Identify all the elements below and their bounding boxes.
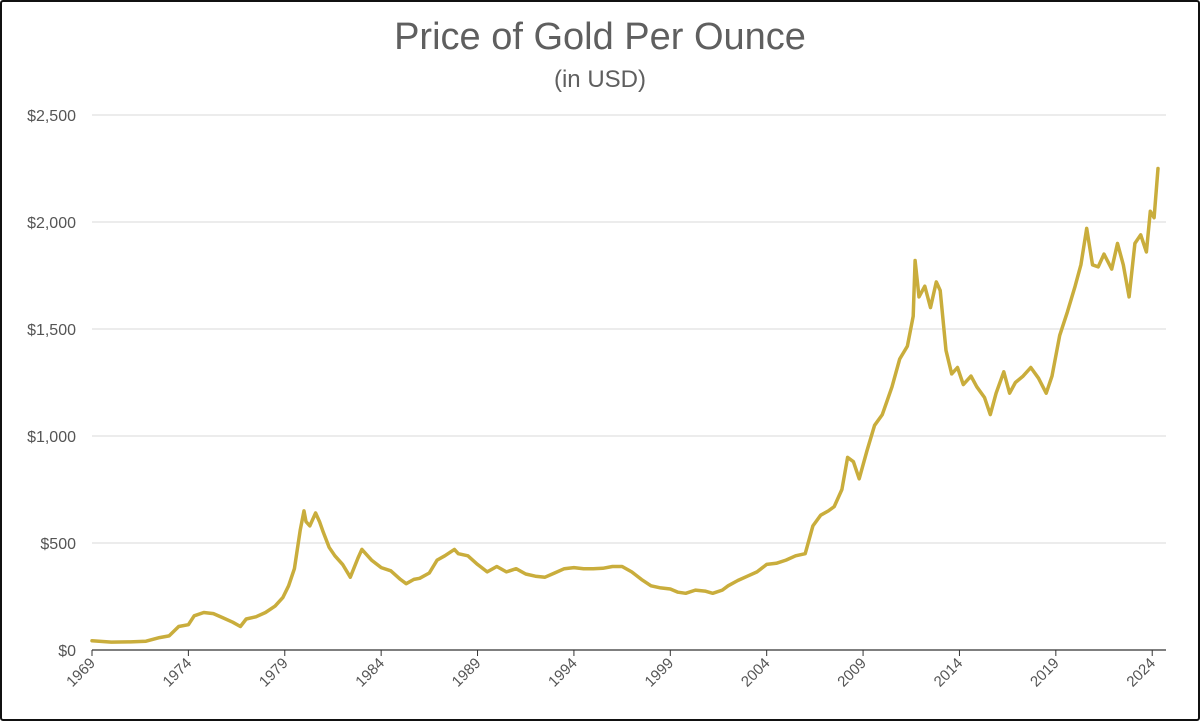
x-tick-label: 1989	[449, 655, 485, 691]
x-tick-label: 1999	[642, 655, 678, 691]
y-axis-ticks: $0 $500 $1,000 $1,500 $2,000 $2,500	[27, 108, 76, 660]
y-tick-label: $0	[58, 643, 76, 660]
y-tick-label: $2,500	[27, 108, 76, 125]
x-tick-label: 1974	[160, 655, 196, 691]
series-layer	[90, 166, 1160, 644]
y-tick-label: $1,000	[27, 429, 76, 446]
chart-title: Price of Gold Per Ounce	[394, 16, 806, 58]
x-tick-label: 2019	[1027, 655, 1063, 691]
x-tick-label: 2024	[1123, 655, 1159, 691]
x-tick-label: 1994	[545, 655, 581, 691]
x-tick-label: 1984	[352, 655, 388, 691]
y-tick-label: $1,500	[27, 322, 76, 339]
x-tick-label: 1979	[256, 655, 292, 691]
x-tick-label: 2009	[834, 655, 870, 691]
chart-subtitle: (in USD)	[553, 66, 646, 93]
x-tick-label: 1969	[63, 655, 99, 691]
gold-price-line	[90, 166, 1160, 644]
x-tick-label: 2004	[738, 655, 774, 691]
x-axis-ticks: 1969 1974 1979 1984 1989 1994 1999 2004 2009 2014…	[63, 650, 1159, 690]
x-tick-label: 2014	[931, 655, 967, 691]
y-tick-label: $500	[40, 536, 76, 553]
y-tick-label: $2,000	[27, 215, 76, 232]
gridlines	[92, 114, 1166, 544]
